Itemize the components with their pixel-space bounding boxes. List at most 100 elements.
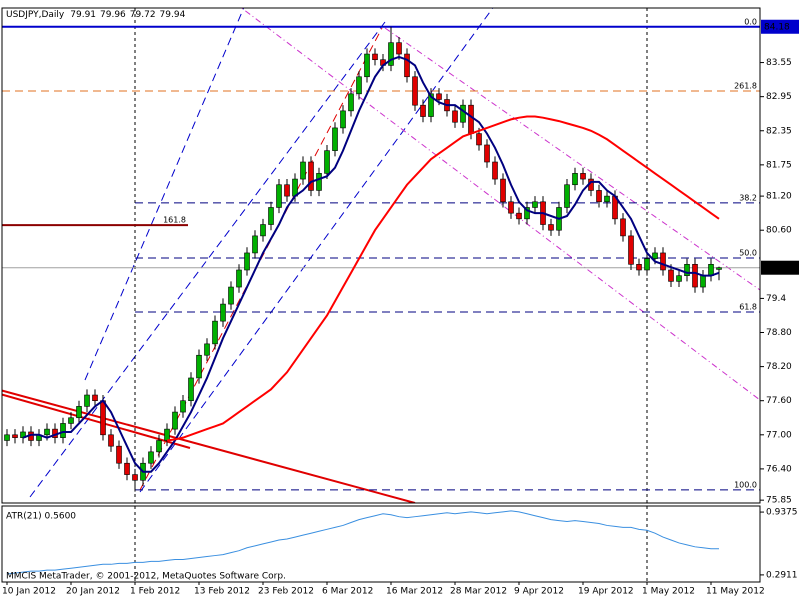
candle-body <box>76 406 82 419</box>
x-tick-label: 1 Feb 2012 <box>130 587 180 597</box>
y-tick-label: 81.75 <box>766 160 792 170</box>
candle-body <box>92 394 98 402</box>
atr-panel <box>6 510 719 575</box>
candle-body <box>4 434 10 441</box>
candle-body <box>244 252 250 271</box>
y-tick-label: 76.40 <box>766 464 792 474</box>
candle-body <box>60 423 66 438</box>
y-tick-label: 81.20 <box>766 192 792 202</box>
x-tick-label: 19 Apr 2012 <box>578 587 634 597</box>
x-tick-label: 13 Feb 2012 <box>194 587 250 597</box>
footer: MMCIS MetaTrader, © 2001-2012, MetaQuote… <box>6 572 286 582</box>
candle-body <box>220 303 226 322</box>
y-tick-label: 82.95 <box>766 92 792 102</box>
candle-body <box>268 207 274 225</box>
atr-frame <box>1 505 761 583</box>
trend-line <box>2 389 416 503</box>
candle-body <box>172 411 178 430</box>
level-label: 261.8 <box>734 81 757 90</box>
candle-body <box>84 394 90 407</box>
candle-body <box>260 224 266 237</box>
ohlc-low: 79.72 <box>130 10 156 20</box>
y-tick-label: 0.2911 <box>766 570 798 580</box>
indicator-line <box>22 55 720 473</box>
candle-body <box>420 104 426 117</box>
channel-line <box>240 8 760 401</box>
candle-body <box>452 110 458 123</box>
symbol: USDJPY,Daily <box>6 10 65 20</box>
ohlc-close: 79.94 <box>160 10 186 20</box>
candle-body <box>396 42 402 55</box>
candle-body <box>460 104 466 123</box>
x-tick-label: 28 Mar 2012 <box>450 587 507 597</box>
candle-body <box>156 440 162 453</box>
candle-body <box>348 93 354 112</box>
channel-line <box>84 8 245 381</box>
x-tick-label: 20 Jan 2012 <box>66 587 120 597</box>
candle-body <box>100 400 106 436</box>
y-tick-label: 82.35 <box>766 126 792 136</box>
candle-body <box>180 400 186 413</box>
y-tick-label: 77.00 <box>766 430 792 440</box>
level-label: 38.2 <box>739 193 757 202</box>
candle-body <box>324 150 330 174</box>
x-tick-label: 16 Mar 2012 <box>386 587 443 597</box>
y-tick-label: 78.20 <box>766 362 792 372</box>
candle-body <box>548 224 554 231</box>
candle-body <box>308 161 314 191</box>
candle-body <box>660 252 666 271</box>
candle-body <box>196 354 202 379</box>
candle-body <box>700 275 706 288</box>
candle-body <box>684 264 690 276</box>
price-panel: 0.0 261.8 38.2 161.8 50.0 61.8 100.0 <box>2 17 760 492</box>
candle-body <box>692 264 698 288</box>
candle-body <box>564 184 570 208</box>
x-tick-label: 10 Jan 2012 <box>2 587 56 597</box>
candle-body <box>340 110 346 129</box>
channel-line <box>139 8 494 493</box>
candle-body <box>20 431 26 438</box>
candle-body <box>372 53 378 61</box>
candle-body <box>524 207 530 220</box>
price-box-label: 84.18 <box>764 22 790 32</box>
candle-body <box>676 275 682 282</box>
candle-body <box>596 190 602 203</box>
y-tick-label: 80.60 <box>766 226 792 236</box>
candle-body <box>204 343 210 356</box>
candle-body <box>628 235 634 265</box>
x-tick-label: 1 May 2012 <box>642 587 695 597</box>
candle-body <box>484 144 490 163</box>
price-frame <box>1 7 761 504</box>
candle-body <box>652 252 658 259</box>
candle-body <box>212 320 218 345</box>
indicator-line <box>6 510 719 575</box>
y-tick-label: 0.9375 <box>766 508 798 518</box>
candle-body <box>668 269 674 282</box>
y-tick-label: 79.4 <box>766 294 786 304</box>
candle-body <box>12 434 18 438</box>
candle-body <box>508 201 514 214</box>
candle-body <box>252 235 258 254</box>
candle-body <box>284 184 290 197</box>
level-label: 61.8 <box>739 303 757 312</box>
candle-body <box>644 258 650 271</box>
atr-title: ATR(21) 0.5600 <box>6 512 76 522</box>
y-tick-label: 75.85 <box>766 496 792 506</box>
candle-body <box>516 212 522 220</box>
candle-body <box>716 267 722 270</box>
price-box <box>761 260 799 275</box>
candle-body <box>580 173 586 180</box>
axes: 83.55 82.95 82.35 81.75 81.20 80.60 79.4 78.80 7… <box>2 19 799 597</box>
candle-body <box>388 42 394 66</box>
x-tick-label: 9 Apr 2012 <box>514 587 564 597</box>
x-tick-label: 11 May 2012 <box>706 587 765 597</box>
candle-body <box>532 201 538 208</box>
candle-body <box>436 93 442 100</box>
candle-body <box>292 178 298 197</box>
candle-body <box>132 474 138 481</box>
candle-body <box>364 53 370 78</box>
price-box <box>761 19 799 34</box>
price-box-label: 79.94 <box>764 263 790 273</box>
